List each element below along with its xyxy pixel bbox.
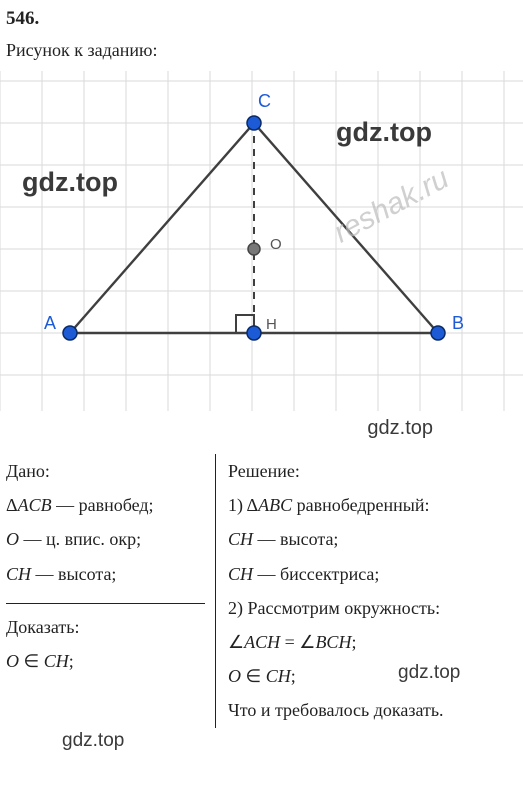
solution-line-3: 2) Рассмотрим окружность: bbox=[228, 591, 517, 625]
svg-text:C: C bbox=[258, 91, 271, 111]
given-line-1: O — ц. впис. окр; bbox=[6, 522, 205, 556]
watermark-gdz-1: gdz.top bbox=[336, 117, 432, 147]
given-title: Дано: bbox=[6, 454, 205, 488]
given-prove-column: Дано: ΔACB — равнобед;O — ц. впис. окр;C… bbox=[6, 454, 216, 728]
prove-title: Доказать: bbox=[6, 610, 205, 644]
svg-text:O: O bbox=[270, 236, 282, 253]
problem-number: 546. bbox=[0, 0, 523, 36]
given-line-2: CH — высота; bbox=[6, 557, 205, 591]
solution-line-4: ∠ACH = ∠BCH; bbox=[228, 625, 517, 659]
given-line-0: ΔACB — равнобед; bbox=[6, 488, 205, 522]
solution-column: Решение: 1) ΔABC равнобедренный:CH — выс… bbox=[216, 454, 517, 728]
watermark-reshak: reshak.ru bbox=[328, 161, 454, 249]
watermark-below-figure: gdz.top bbox=[0, 411, 523, 454]
figure-caption: Рисунок к заданию: bbox=[0, 36, 523, 71]
solution-line-1: CH — высота; bbox=[228, 522, 517, 556]
solution-title: Решение: bbox=[228, 454, 517, 488]
solution-line-5: O ∈ CH; bbox=[228, 659, 517, 693]
prove-line-0: O ∈ CH; bbox=[6, 644, 205, 678]
solution-line-2: CH — биссектриса; bbox=[228, 557, 517, 591]
given-section: Дано: ΔACB — равнобед;O — ц. впис. окр;C… bbox=[6, 454, 205, 599]
svg-text:A: A bbox=[44, 313, 56, 333]
prove-section: Доказать: O ∈ CH; bbox=[6, 610, 205, 686]
svg-text:H: H bbox=[266, 316, 277, 333]
triangle-diagram: A B C H Ogdz.top gdz.top reshak.ru bbox=[0, 71, 523, 411]
proof-columns: Дано: ΔACB — равнобед;O — ц. впис. окр;C… bbox=[0, 454, 523, 728]
watermark-bottom-left: gdz.top bbox=[62, 730, 124, 752]
divider bbox=[6, 603, 205, 604]
svg-text:B: B bbox=[452, 313, 464, 333]
solution-line-0: 1) ΔABC равнобедренный: bbox=[228, 488, 517, 522]
solution-line-6: Что и требовалось доказать. bbox=[228, 693, 517, 727]
watermark-gdz-0: gdz.top bbox=[22, 167, 118, 197]
figure: A B C H Ogdz.top gdz.top reshak.ru bbox=[0, 71, 523, 411]
